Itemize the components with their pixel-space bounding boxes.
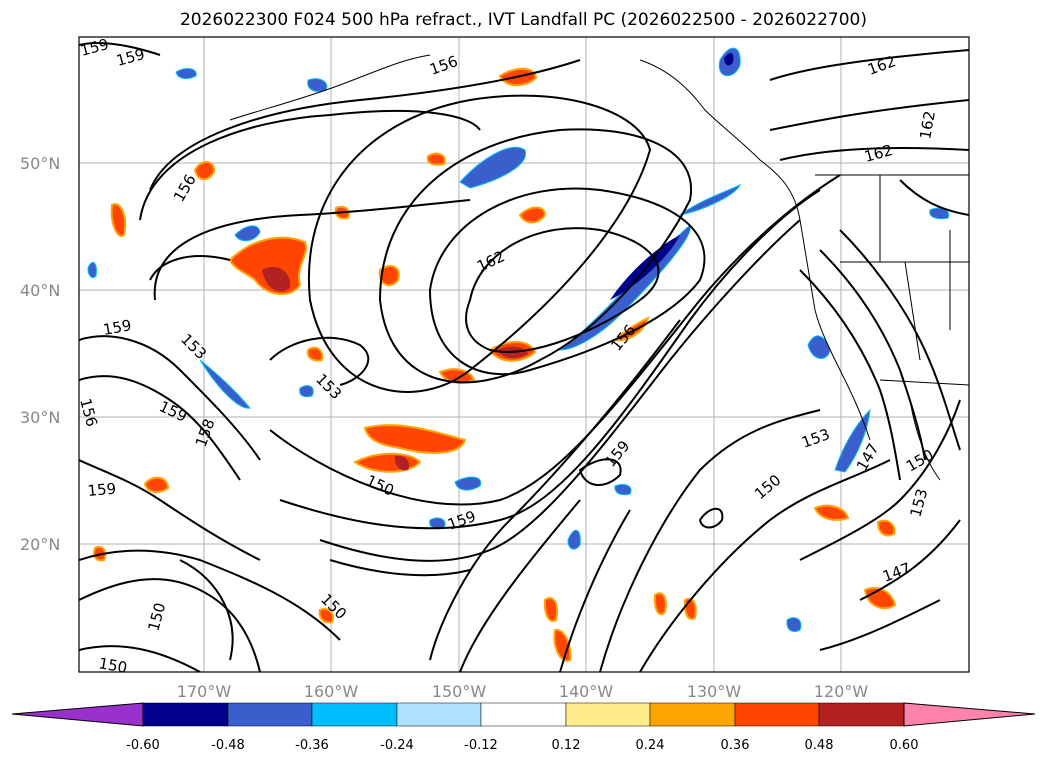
- neg-blob: [459, 146, 526, 189]
- contour-label: 159: [87, 480, 117, 500]
- lon-label: 160°W: [304, 682, 359, 701]
- pos-blob: [143, 476, 170, 494]
- neg-blob: [834, 408, 871, 473]
- lon-label: 150°W: [432, 682, 487, 701]
- colorbar-tick-label: -0.48: [211, 738, 245, 753]
- pos-blob: [110, 203, 126, 237]
- neg-blob: [567, 530, 581, 550]
- neg-blob: [87, 261, 97, 279]
- colorbar-cell: [818, 702, 905, 727]
- neg-blob: [307, 78, 328, 93]
- pos-blob: [306, 346, 324, 362]
- colorbar-tick-label: 0.36: [721, 738, 750, 753]
- neg-blob: [610, 235, 680, 300]
- pos-blob: [653, 592, 667, 616]
- pos-blob: [813, 504, 850, 521]
- lat-label: 30°N: [20, 408, 60, 427]
- lat-label: 50°N: [20, 154, 60, 173]
- colorbar-cell: [142, 702, 229, 727]
- colorbar-tick-label: -0.12: [464, 738, 498, 753]
- coastlines: [229, 54, 969, 481]
- pos-blob: [363, 424, 467, 454]
- colorbar-cell: [734, 702, 820, 727]
- colorbar-tick-label: -0.24: [380, 738, 414, 753]
- lat-label: 40°N: [20, 281, 60, 300]
- colorbar-tick-label: 0.24: [636, 738, 665, 753]
- neg-blob: [175, 68, 197, 80]
- lon-label: 140°W: [559, 682, 614, 701]
- pos-blob: [318, 608, 334, 624]
- colorbar-tick-label: 0.12: [552, 738, 581, 753]
- colorbar-cell: [311, 702, 398, 727]
- map-frame: [78, 36, 970, 673]
- pos-blob: [262, 266, 291, 292]
- neg-blob: [614, 483, 632, 496]
- contour-label: 162: [916, 109, 939, 140]
- colorbar-cell: [565, 702, 651, 727]
- neg-blob: [724, 53, 734, 66]
- colorbar-tick-label: 0.60: [890, 738, 919, 753]
- lon-label: 120°W: [814, 682, 869, 701]
- lon-label: 170°W: [177, 682, 232, 701]
- pos-blob: [394, 455, 410, 471]
- pos-blob: [426, 152, 446, 166]
- contour-lines: [79, 42, 969, 672]
- neg-blob: [299, 385, 314, 398]
- neg-blob: [929, 207, 950, 220]
- neg-blob: [786, 617, 802, 633]
- lat-labels: 50°N 40°N 30°N 20°N: [20, 154, 60, 554]
- lat-label: 20°N: [20, 535, 60, 554]
- colorbar-tick-label: -0.36: [295, 738, 329, 753]
- pos-blob: [543, 597, 558, 622]
- pos-blob: [612, 316, 650, 342]
- graticule: [79, 37, 969, 672]
- pos-blob: [683, 597, 697, 620]
- figure-title: 2026022300 F024 500 hPa refract., IVT La…: [179, 10, 867, 30]
- colorbar-cell: [396, 702, 482, 727]
- pos-blob: [518, 206, 547, 224]
- neg-blob: [199, 359, 251, 409]
- colorbar-cell: [480, 702, 567, 727]
- colorbar-tick-label: -0.60: [126, 738, 160, 753]
- colorbar-extend-min: [11, 702, 144, 727]
- colorbar-tick-label: 0.48: [805, 738, 834, 753]
- colorbar-extend-max: [903, 702, 1036, 727]
- colorbar-cell: [649, 702, 736, 727]
- lon-labels: 170°W 160°W 150°W 140°W 130°W 120°W: [177, 682, 869, 701]
- contour-label: 159: [102, 316, 133, 339]
- neg-blob: [679, 183, 742, 216]
- neg-blob: [234, 225, 261, 242]
- colorbar: -0.60 -0.48 -0.36 -0.24 -0.12 0.12 0.24 …: [11, 702, 1036, 753]
- colorbar-cell: [227, 702, 313, 727]
- neg-blob: [454, 476, 482, 491]
- pos-blob: [193, 161, 216, 181]
- lon-label: 130°W: [687, 682, 742, 701]
- contour-label: 150: [97, 654, 128, 677]
- pos-blob: [876, 519, 896, 537]
